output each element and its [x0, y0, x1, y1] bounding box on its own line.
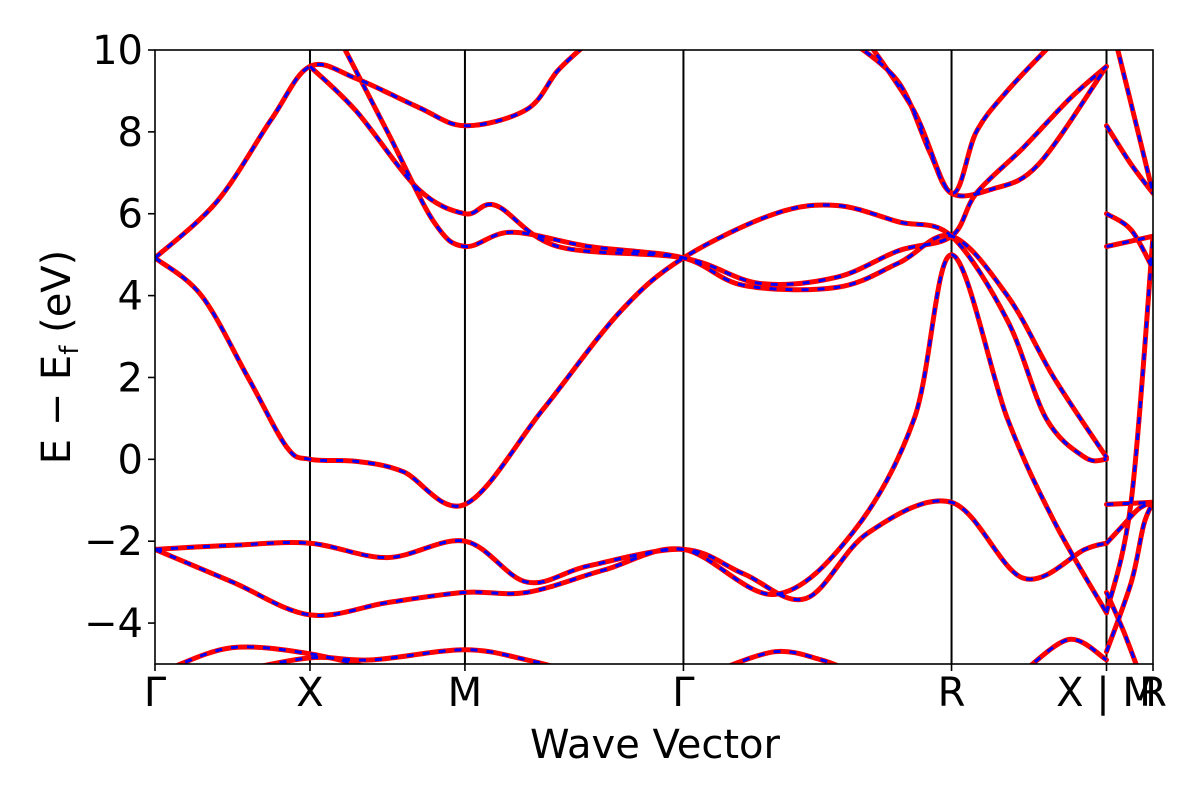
- band-blue-9: [264, 648, 550, 664]
- band-blue-19: [1116, 50, 1153, 194]
- y-tick-label: 10: [92, 28, 143, 74]
- band-blue-11: [1030, 637, 1108, 664]
- band-red-7: [870, 50, 1050, 196]
- band-red-11: [1028, 636, 1109, 664]
- plot-frame: [154, 49, 1154, 665]
- y-tick-label: 8: [118, 110, 143, 156]
- band-blue-2: [155, 499, 1107, 602]
- y-axis-title: E − Ef (eV): [34, 250, 85, 465]
- y-axis-title-main: E − E: [34, 355, 80, 465]
- band-blue-1: [155, 50, 582, 260]
- band-red-12: [1104, 123, 1153, 196]
- svg-text:E − Ef (eV): E − Ef (eV): [34, 250, 85, 465]
- y-tick-label: −2: [84, 519, 143, 565]
- y-axis-title-sub: f: [55, 345, 85, 355]
- band-blue-14: [1106, 234, 1153, 248]
- band-red-20: [1104, 589, 1139, 664]
- y-tick-label: −4: [84, 601, 143, 647]
- band-blue-13: [1105, 212, 1153, 270]
- band-blue-3: [155, 253, 1108, 617]
- band-blue-18: [1105, 236, 1153, 614]
- band-red-18: [1104, 233, 1153, 616]
- x-tick-label: R: [1139, 670, 1167, 716]
- y-tick-label: 2: [118, 355, 143, 401]
- band-blue-4: [308, 65, 1108, 286]
- band-blue-5: [343, 50, 1108, 459]
- x-tick-label: R: [938, 670, 966, 716]
- y-axis-title-unit: (eV): [34, 250, 80, 333]
- band-blue-0: [155, 203, 1107, 508]
- band-blue-17: [1105, 501, 1153, 653]
- band-red-2: [155, 498, 1109, 603]
- y-tick-label: 6: [118, 192, 143, 238]
- x-tick-label: Γ: [144, 670, 167, 716]
- band-red-10: [727, 648, 841, 664]
- y-tick-label: 4: [118, 274, 143, 320]
- band-red-14: [1104, 233, 1153, 249]
- band-blue-15: [1106, 500, 1153, 506]
- x-tick-label: X | M: [1056, 670, 1157, 716]
- x-tick-label: X: [296, 670, 323, 716]
- band-blue-7: [871, 50, 1048, 195]
- band-red-6: [858, 50, 1109, 199]
- x-tick-label: Γ: [672, 670, 695, 716]
- x-tick-label: M: [448, 670, 483, 716]
- kpoint-lines: [308, 50, 1108, 664]
- y-tick-label: 0: [118, 437, 143, 483]
- bands: [155, 50, 1153, 664]
- band-blue-16: [1105, 500, 1153, 545]
- band-blue-6: [860, 50, 1108, 198]
- band-red-4: [307, 63, 1109, 287]
- y-ticks: −4 −2 0 2 4 6 8 10: [84, 28, 155, 647]
- band-red-5: [342, 50, 1109, 460]
- x-axis-title: Wave Vector: [530, 722, 781, 768]
